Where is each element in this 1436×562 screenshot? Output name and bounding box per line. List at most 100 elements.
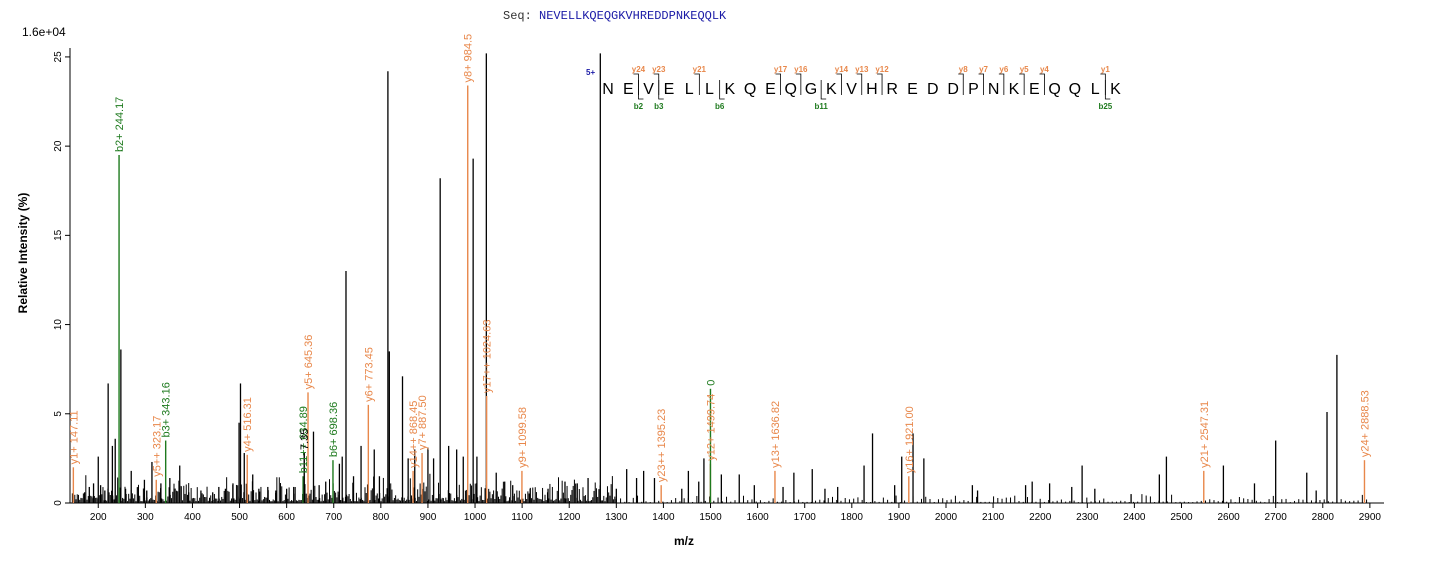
x-tick-label: 2500	[1170, 512, 1193, 523]
x-tick-label: 1100	[511, 512, 533, 523]
y-ion-marker: y13	[855, 65, 869, 74]
sequence-header: Seq: NEVELLKQEQGKVHREDDPNKEQQLK	[503, 9, 726, 23]
y-ion-marker: y14	[835, 65, 849, 74]
y-tick-label: 0	[53, 500, 64, 506]
x-tick-label: 2300	[1076, 512, 1099, 523]
residue: K	[724, 81, 735, 98]
y-ion-marker: y17	[774, 65, 788, 74]
y-ion-marker: y24	[632, 65, 646, 74]
y-ion-label: y12+ 1499.74	[705, 394, 717, 461]
y-ion-label: y16+ 1921.00	[904, 406, 916, 473]
b-ion-bracket	[719, 80, 725, 100]
residue: Q	[744, 81, 756, 98]
y-ion-bracket	[836, 73, 842, 95]
y-ion-bracket	[633, 73, 639, 95]
y-ion-label: y5++ 323.17	[151, 416, 163, 477]
residue: H	[866, 81, 878, 98]
b-ion-label: b3+ 343.16	[161, 382, 173, 437]
x-tick-label: 2000	[935, 512, 958, 523]
y-ion-marker: y4	[1040, 65, 1049, 74]
x-tick-label: 1000	[464, 512, 487, 523]
residue: K	[826, 81, 837, 98]
x-tick-label: 1700	[794, 512, 817, 523]
y-ion-label: y17++ 1024.63	[482, 320, 494, 393]
b-ion-bracket	[658, 80, 664, 100]
y-ion-marker: y6	[999, 65, 1008, 74]
y-ion-marker: y23	[652, 65, 666, 74]
y-tick-label: 5	[53, 411, 64, 417]
y-ion-label: y8+ 984.5	[463, 34, 475, 83]
x-tick-label: 2600	[1217, 512, 1240, 523]
y-ion-bracket	[978, 73, 984, 95]
y-ion-label: y13+ 1636.82	[770, 401, 782, 468]
x-tick-label: 1200	[558, 512, 581, 523]
x-tick-label: 1900	[888, 512, 911, 523]
y-ion-marker: y8	[959, 65, 968, 74]
y-ion-marker: y5	[1020, 65, 1029, 74]
residue: V	[643, 81, 654, 98]
x-tick-label: 1400	[652, 512, 675, 523]
y-ion-label: y24+ 2888.53	[1359, 390, 1371, 457]
y-ion-label: y1+ 147.11	[68, 410, 80, 464]
x-tick-label: 600	[278, 512, 295, 523]
residue: L	[1091, 81, 1100, 98]
y-ion-marker: y16	[794, 65, 808, 74]
x-tick-label: 1800	[841, 512, 864, 523]
b-ion-label: b11++ 634.89	[298, 406, 310, 473]
b-ion-marker: b11	[814, 102, 828, 111]
residue: D	[927, 81, 939, 98]
x-tick-label: 1600	[746, 512, 769, 523]
residue: E	[664, 81, 675, 98]
b-ion-bracket	[638, 80, 644, 100]
residue: E	[907, 81, 918, 98]
y-ion-marker: y7	[979, 65, 988, 74]
y-ion-label: y9+ 1099.58	[517, 407, 529, 468]
b-ion-label: b6+ 698.36	[328, 402, 340, 457]
b-ion-bracket	[820, 80, 827, 100]
y-ion-bracket	[958, 73, 964, 95]
residue: E	[623, 81, 634, 98]
y-tick-label: 15	[53, 229, 64, 241]
y-ion-label: y6+ 773.45	[363, 347, 375, 402]
y-ion-label: y21+ 2547.31	[1199, 401, 1211, 468]
residue: N	[988, 81, 1000, 98]
x-tick-label: 700	[325, 512, 342, 523]
y-ion-bracket	[694, 73, 700, 95]
sequence-label: Seq:	[503, 9, 532, 23]
residue: Q	[784, 81, 796, 98]
y-ion-bracket	[795, 73, 802, 95]
x-tick-label: 2100	[982, 512, 1005, 523]
residue: N	[602, 81, 614, 98]
y-ion-bracket	[653, 73, 660, 95]
b-ion-label: 0	[705, 380, 717, 386]
y-ion-label: y14++ 868.45	[408, 401, 420, 468]
b-ion-marker: b3	[654, 102, 664, 111]
y-tick-label: 25	[53, 51, 64, 63]
residue: Q	[1048, 81, 1060, 98]
x-tick-label: 400	[184, 512, 201, 523]
y-ion-label: y5+ 645.36	[303, 335, 315, 390]
b-ion-marker: b6	[715, 102, 725, 111]
residue: E	[765, 81, 776, 98]
y-ion-bracket	[856, 73, 863, 95]
charge-state: 5+	[586, 68, 595, 77]
y-tick-label: 10	[53, 319, 64, 331]
residue: K	[1110, 81, 1121, 98]
y-ion-label: y4+ 516.31	[242, 397, 254, 452]
residue: L	[685, 81, 694, 98]
other-ion-label: 7.35	[299, 429, 311, 450]
x-tick-label: 900	[420, 512, 437, 523]
x-tick-label: 1500	[699, 512, 722, 523]
y-ion-bracket	[877, 73, 883, 95]
residue: E	[1029, 81, 1040, 98]
y-ion-label: y23++ 1395.23	[656, 409, 668, 482]
x-tick-label: 200	[90, 512, 107, 523]
x-tick-label: 1300	[605, 512, 628, 523]
x-tick-label: 2700	[1265, 512, 1288, 523]
x-tick-label: 800	[372, 512, 389, 523]
b-ion-label: b2+ 244.17	[114, 97, 126, 152]
x-tick-label: 2400	[1123, 512, 1146, 523]
b-ion-bracket	[1104, 80, 1111, 100]
